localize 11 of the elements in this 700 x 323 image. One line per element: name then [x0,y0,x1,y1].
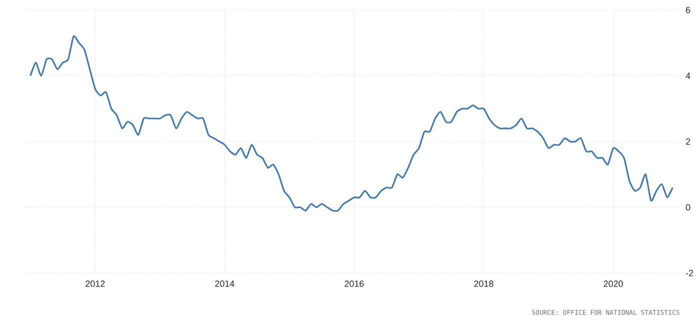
x-tick-label: 2012 [86,280,105,287]
x-tick-label: 2018 [474,280,494,287]
y-tick-label: 6 [686,6,690,14]
x-tick-label: 2020 [604,280,623,287]
y-tick-label: 0 [686,204,690,210]
x-tick-label: 2016 [344,280,364,287]
y-tick-label: 2 [686,138,690,145]
x-tick-label: 2014 [215,280,234,287]
y-tick-label: -2 [686,270,694,276]
line-series [30,36,674,212]
y-tick-label: 4 [686,72,690,79]
